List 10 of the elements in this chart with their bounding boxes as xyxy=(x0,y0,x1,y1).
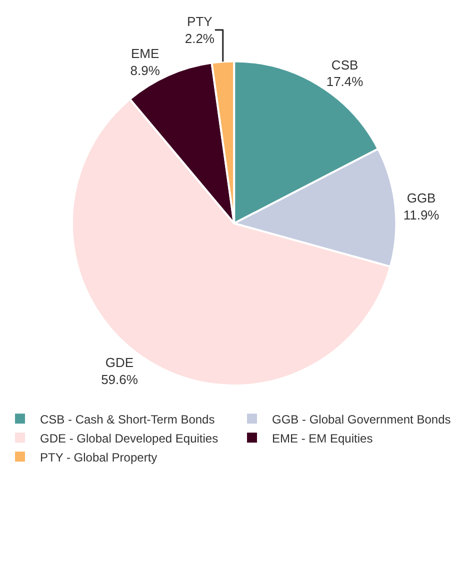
data-label: EME 8.9% xyxy=(130,46,160,78)
data-label: GGB 11.9% xyxy=(403,190,440,222)
legend-label: GGB - Global Government Bonds xyxy=(272,412,451,426)
legend-label: GDE - Global Developed Equities xyxy=(40,431,218,446)
legend-label: CSB - Cash & Short-Term Bonds xyxy=(40,412,215,426)
data-label: CSB 17.4% xyxy=(326,57,364,90)
data-label: PTY 2.2% xyxy=(184,14,215,46)
data-label: GDE 59.6% xyxy=(101,355,138,387)
legend-label: PTY - Global Property xyxy=(40,450,158,464)
legend-label: EME - EM Equities xyxy=(272,431,373,446)
